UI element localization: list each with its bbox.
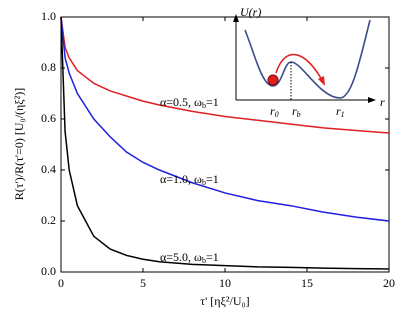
annotation-part: b	[202, 101, 206, 110]
y-tick-label: 0.6	[41, 111, 56, 125]
inset-y-label: U(r)	[240, 5, 261, 19]
y-axis-label: R(τ')/R(τ'=0) [U₀/(ηξ²)]	[12, 88, 26, 200]
annotation-part: =1	[206, 95, 219, 109]
annotation-part: α=1.0, ω	[160, 172, 202, 186]
annotation-part: =1	[206, 250, 219, 264]
annotation-part: b	[202, 256, 206, 265]
y-tick-label: 0.0	[41, 264, 56, 278]
inset-marker: r1	[336, 104, 345, 119]
marker-main: r	[292, 104, 297, 118]
arrow-head	[318, 76, 325, 86]
inset-diagram: U(r)rr0 rb r1	[233, 5, 385, 119]
annotation: α=1.0, ωb=1	[160, 172, 219, 187]
x-tick-label: 15	[301, 276, 313, 290]
arrow-head	[368, 97, 376, 103]
marker-main: r	[270, 104, 275, 118]
annotation-part: =1	[206, 172, 219, 186]
arrow-head	[233, 14, 239, 22]
marker-main: r	[336, 104, 341, 118]
inset-x-label: r	[380, 95, 385, 109]
line-series	[60, 16, 390, 134]
y-tick-label: 0.8	[41, 60, 56, 74]
x-tick-label: 20	[383, 276, 395, 290]
y-tick-label: 1.0	[41, 9, 56, 23]
marker-sub: b	[297, 110, 301, 119]
annotation: α=5.0, ωb=1	[160, 250, 219, 265]
y-tick-label: 0.2	[41, 213, 56, 227]
x-tick-label: 5	[140, 276, 146, 290]
escape-arrow	[275, 53, 323, 81]
marker-sub: 0	[275, 110, 279, 119]
marker-sub: 1	[341, 110, 345, 119]
particle	[267, 74, 279, 86]
annotation-part: α=0.5, ω	[160, 95, 202, 109]
annotation: α=0.5, ωb=1	[160, 95, 219, 110]
annotation-part: α=5.0, ω	[160, 250, 202, 264]
line-series	[60, 16, 390, 222]
inset-marker: rb	[292, 104, 301, 119]
x-tick-label: 10	[219, 276, 231, 290]
potential-curve	[244, 19, 371, 99]
x-axis-label: τ' [ηξ²/U₀]	[200, 294, 249, 308]
plot-frame	[60, 16, 390, 273]
line-series	[60, 16, 390, 270]
inset-marker: r0	[270, 104, 279, 119]
y-tick-label: 0.4	[41, 162, 56, 176]
x-tick-label: 0	[58, 276, 64, 290]
annotation-part: b	[202, 178, 206, 187]
